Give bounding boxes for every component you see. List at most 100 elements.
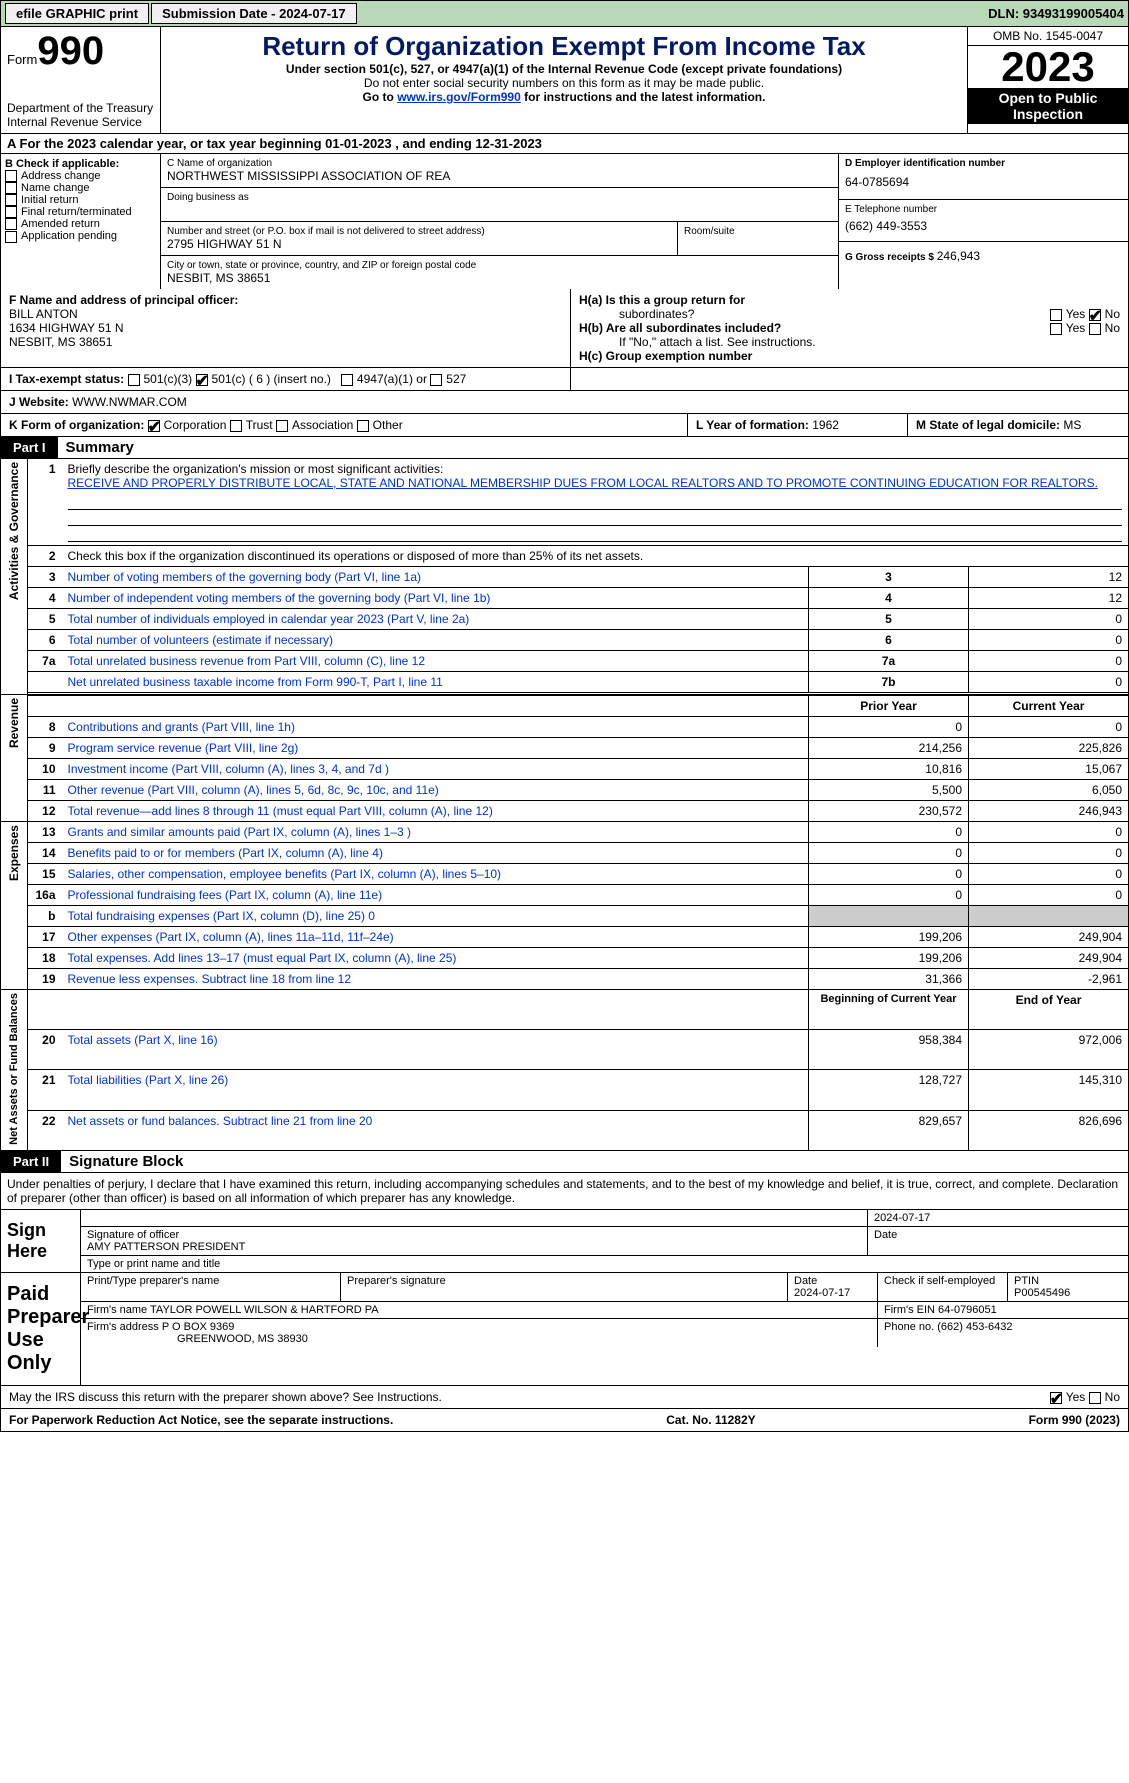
part2-header: Part II Signature Block xyxy=(0,1151,1129,1173)
city-label: City or town, state or province, country… xyxy=(167,260,832,271)
cb-4947[interactable] xyxy=(341,374,353,386)
current-year-header: Current Year xyxy=(969,695,1129,717)
open-public-inspection: Open to Public Inspection xyxy=(968,88,1128,124)
end-year-header: End of Year xyxy=(969,989,1129,1029)
firm-ein: 64-0796051 xyxy=(938,1304,997,1316)
summary-line-7a: Total unrelated business revenue from Pa… xyxy=(62,651,809,672)
phone-value: (662) 449-3553 xyxy=(845,215,1122,237)
cb-trust[interactable] xyxy=(230,420,242,432)
expense-curr-16a: 0 xyxy=(969,884,1129,905)
beginning-year-header: Beginning of Current Year xyxy=(809,989,969,1029)
self-employed-label: Check if self-employed xyxy=(884,1275,995,1287)
form-header: Form 990 Department of the Treasury Inte… xyxy=(0,27,1129,134)
revenue-line-9: Program service revenue (Part VIII, line… xyxy=(62,737,809,758)
form-note1: Do not enter social security numbers on … xyxy=(167,76,961,90)
summary-line-7b: Net unrelated business taxable income fr… xyxy=(62,672,809,693)
expense-prior-17: 199,206 xyxy=(809,926,969,947)
top-bar: efile GRAPHIC print Submission Date - 20… xyxy=(0,0,1129,27)
cb-501c3[interactable] xyxy=(128,374,140,386)
expense-line-15: Salaries, other compensation, employee b… xyxy=(62,863,809,884)
summary-line-6: Total number of volunteers (estimate if … xyxy=(62,630,809,651)
checkbox-amended-return[interactable] xyxy=(5,218,17,230)
part1-title: Summary xyxy=(58,437,1128,458)
sig-date-value: 2024-07-17 xyxy=(868,1210,1128,1226)
gross-receipts-label: G Gross receipts $ xyxy=(845,252,937,263)
year-formation-value: 1962 xyxy=(812,418,839,432)
checkbox-application-pending[interactable] xyxy=(5,231,17,243)
na-line-21: Total liabilities (Part X, line 26) xyxy=(62,1070,809,1110)
city-state-zip: NESBIT, MS 38651 xyxy=(167,271,832,285)
revenue-tab: Revenue xyxy=(7,698,21,748)
page-footer: For Paperwork Reduction Act Notice, see … xyxy=(0,1409,1129,1432)
firm-name: TAYLOR POWELL WILSON & HARTFORD PA xyxy=(150,1304,379,1316)
expense-prior-14: 0 xyxy=(809,842,969,863)
revenue-prior-12: 230,572 xyxy=(809,800,969,821)
activities-governance-tab: Activities & Governance xyxy=(7,462,21,600)
hc-label: H(c) Group exemption number xyxy=(579,349,752,363)
checkbox-final-return[interactable] xyxy=(5,206,17,218)
tax-exempt-label: I Tax-exempt status: xyxy=(9,372,124,386)
expense-curr-14: 0 xyxy=(969,842,1129,863)
paid-preparer-block: Paid Preparer Use Only Print/Type prepar… xyxy=(0,1273,1129,1386)
paperwork-notice: For Paperwork Reduction Act Notice, see … xyxy=(9,1413,393,1427)
part1-label: Part I xyxy=(1,438,58,457)
na-curr-21: 145,310 xyxy=(969,1070,1129,1110)
na-curr-20: 972,006 xyxy=(969,1029,1129,1069)
expense-curr-13: 0 xyxy=(969,821,1129,842)
revenue-curr-8: 0 xyxy=(969,716,1129,737)
cb-501c[interactable] xyxy=(196,374,208,386)
sig-officer-label: Signature of officer xyxy=(87,1229,861,1241)
checkbox-name-change[interactable] xyxy=(5,182,17,194)
form-number: 990 xyxy=(37,31,104,71)
part2-title: Signature Block xyxy=(61,1151,1128,1172)
expense-line-b: Total fundraising expenses (Part IX, col… xyxy=(62,905,809,926)
expense-line-17: Other expenses (Part IX, column (A), lin… xyxy=(62,926,809,947)
room-label: Room/suite xyxy=(684,226,832,237)
hb-yes-checkbox[interactable] xyxy=(1050,323,1062,335)
discuss-label: May the IRS discuss this return with the… xyxy=(9,1390,442,1404)
mission-text: RECEIVE AND PROPERLY DISTRIBUTE LOCAL, S… xyxy=(68,476,1098,490)
revenue-line-10: Investment income (Part VIII, column (A)… xyxy=(62,758,809,779)
website-label: J Website: xyxy=(9,395,72,409)
checkbox-address-change[interactable] xyxy=(5,170,17,182)
expense-prior-16a: 0 xyxy=(809,884,969,905)
ein-label: D Employer identification number xyxy=(845,158,1122,169)
checkbox-initial-return[interactable] xyxy=(5,194,17,206)
expense-curr-b xyxy=(969,905,1129,926)
na-curr-22: 826,696 xyxy=(969,1110,1129,1150)
sig-date-label: Date xyxy=(868,1227,1128,1255)
expense-line-14: Benefits paid to or for members (Part IX… xyxy=(62,842,809,863)
ha-yes-checkbox[interactable] xyxy=(1050,309,1062,321)
form-org-label: K Form of organization: xyxy=(9,418,144,432)
irs-gov-link[interactable]: www.irs.gov/Form990 xyxy=(397,90,521,104)
expense-curr-15: 0 xyxy=(969,863,1129,884)
expense-curr-19: -2,961 xyxy=(969,968,1129,989)
cb-corporation[interactable] xyxy=(148,420,160,432)
na-prior-21: 128,727 xyxy=(809,1070,969,1110)
expenses-tab: Expenses xyxy=(7,825,21,881)
firm-city: GREENWOOD, MS 38930 xyxy=(87,1333,308,1345)
efile-print-button[interactable]: efile GRAPHIC print xyxy=(5,3,149,24)
summary-line-5: Total number of individuals employed in … xyxy=(62,609,809,630)
cb-other[interactable] xyxy=(357,420,369,432)
revenue-line-11: Other revenue (Part VIII, column (A), li… xyxy=(62,779,809,800)
website-value: WWW.NWMAR.COM xyxy=(72,395,187,409)
hb-label: H(b) Are all subordinates included? xyxy=(579,321,781,335)
revenue-curr-9: 225,826 xyxy=(969,737,1129,758)
discuss-yes-checkbox[interactable] xyxy=(1050,1392,1062,1404)
irs-label: Internal Revenue Service xyxy=(7,115,154,129)
discuss-no-checkbox[interactable] xyxy=(1089,1392,1101,1404)
expense-line-18: Total expenses. Add lines 13–17 (must eq… xyxy=(62,947,809,968)
part1-header: Part I Summary xyxy=(0,437,1129,459)
hb-no-checkbox[interactable] xyxy=(1089,323,1101,335)
cb-association[interactable] xyxy=(276,420,288,432)
line1-label: Briefly describe the organization's miss… xyxy=(68,462,444,476)
tax-year: 2023 xyxy=(968,46,1128,88)
dba-label: Doing business as xyxy=(167,192,832,203)
cb-527[interactable] xyxy=(430,374,442,386)
ptin-value: P00545496 xyxy=(1014,1287,1070,1299)
expense-line-13: Grants and similar amounts paid (Part IX… xyxy=(62,821,809,842)
part2-label: Part II xyxy=(1,1152,61,1171)
sign-here-label: Sign Here xyxy=(1,1210,81,1272)
ha-no-checkbox[interactable] xyxy=(1089,309,1101,321)
